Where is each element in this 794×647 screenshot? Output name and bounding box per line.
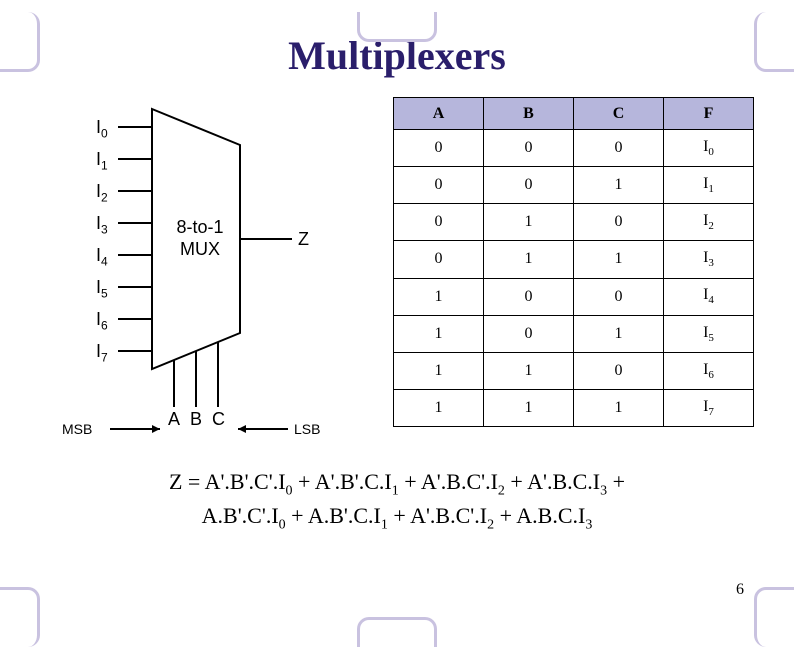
table-cell: 0 [484,130,574,167]
table-cell: 0 [394,241,484,278]
table-cell: 0 [574,278,664,315]
table-header: C [574,98,664,130]
table-cell: 1 [484,204,574,241]
input-label-i4: I4 [96,245,108,269]
input-label-i3: I3 [96,213,108,237]
msb-label: MSB [62,421,92,437]
table-cell: 1 [484,241,574,278]
select-b: B [190,409,202,430]
table-cell: 0 [574,352,664,389]
input-label-i7: I7 [96,341,108,365]
table-header: A [394,98,484,130]
input-label-i5: I5 [96,277,108,301]
mux-svg [40,97,370,457]
select-c: C [212,409,225,430]
table-row: 111I7 [394,389,754,426]
table-row: 101I5 [394,315,754,352]
table-cell: 1 [484,352,574,389]
table-cell: 1 [574,167,664,204]
input-label-i0: I0 [96,117,108,141]
table-cell: 0 [394,167,484,204]
table-cell: 0 [484,315,574,352]
table-cell: I6 [664,352,754,389]
input-label-i2: I2 [96,181,108,205]
table-cell: I2 [664,204,754,241]
table-cell: 1 [574,389,664,426]
table-row: 000I0 [394,130,754,167]
slide-title: Multiplexers [0,32,794,79]
slide-border-bottom [0,587,794,647]
table-cell: 1 [484,389,574,426]
table-cell: 0 [484,278,574,315]
mux-label: 8-to-1 MUX [160,217,240,260]
table-cell: I7 [664,389,754,426]
table-cell: 1 [574,241,664,278]
table-cell: 1 [574,315,664,352]
select-a: A [168,409,180,430]
table-cell: 1 [394,278,484,315]
table-header: B [484,98,574,130]
table-row: 011I3 [394,241,754,278]
table-cell: 0 [394,204,484,241]
table-header: F [664,98,754,130]
input-label-i1: I1 [96,149,108,173]
lsb-label: LSB [294,421,320,437]
table-cell: 1 [394,315,484,352]
table-cell: 1 [394,352,484,389]
table-cell: I0 [664,130,754,167]
slide-content: I0I1I2I3I4I5I6I7 8-to-1 MUX Z A B C MSB … [0,79,794,427]
table-cell: 0 [574,130,664,167]
table-cell: 0 [394,130,484,167]
page-number: 6 [736,581,744,599]
table-row: 110I6 [394,352,754,389]
table-row: 100I4 [394,278,754,315]
table-cell: I3 [664,241,754,278]
table-row: 010I2 [394,204,754,241]
equation: Z = A'.B'.C'.I0 + A'.B'.C.I1 + A'.B.C'.I… [0,467,794,535]
table-row: 001I1 [394,167,754,204]
table-cell: 0 [484,167,574,204]
table-cell: 0 [574,204,664,241]
table-cell: I5 [664,315,754,352]
mux-diagram: I0I1I2I3I4I5I6I7 8-to-1 MUX Z A B C MSB … [40,97,370,427]
table-cell: 1 [394,389,484,426]
table-cell: I1 [664,167,754,204]
input-label-i6: I6 [96,309,108,333]
table-cell: I4 [664,278,754,315]
output-label: Z [298,229,309,250]
truth-table: ABCF 000I0001I1010I2011I3100I4101I5110I6… [393,97,754,427]
